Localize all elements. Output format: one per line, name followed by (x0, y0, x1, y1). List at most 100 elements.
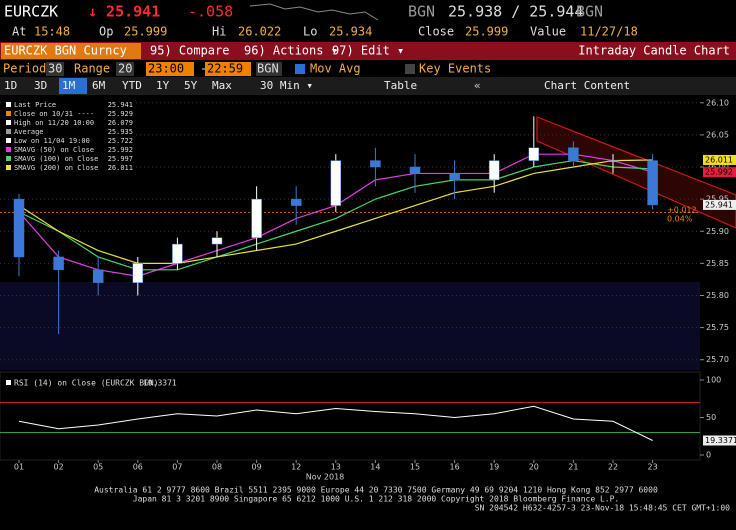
legend-value: 25.935 (108, 128, 133, 136)
x-tick-label: 21 (568, 463, 578, 472)
mov-avg[interactable]: Mov Avg (310, 62, 361, 76)
candle-body (488, 160, 500, 181)
legend-swatch (6, 147, 11, 152)
range-button[interactable]: 5Y (184, 79, 198, 92)
value-date: 11/27/18 (580, 25, 638, 39)
y-tick-label: 25.80 (706, 291, 729, 300)
range-button[interactable]: 3D (34, 79, 47, 92)
moving-average-line (18, 159, 653, 264)
legend-value: 26.079 (108, 119, 133, 127)
x-tick-label: 20 (529, 463, 539, 472)
candle-body (251, 198, 262, 238)
checkbox-checked[interactable] (295, 64, 305, 74)
range-buttons: 1D 3D 1M 6M YTD 1Y 5Y Max 30 Min ▾ (4, 78, 313, 94)
x-tick-label: 15 (410, 463, 420, 472)
close: 25.999 (465, 25, 508, 39)
range-label: Range (74, 62, 110, 76)
value-tag (703, 167, 736, 178)
x-tick-label: 13 (331, 463, 341, 472)
footer-line: Australia 61 2 9777 8600 Brazil 5511 239… (94, 486, 658, 495)
period-label: Period (3, 62, 46, 76)
x-tick-label: 05 (93, 463, 103, 472)
range-button[interactable]: 6M (92, 79, 106, 92)
y-tick-label: 50 (706, 413, 716, 422)
candle-body (409, 166, 421, 174)
y-tick-label: 26.00 (706, 163, 729, 172)
period[interactable]: 30 (48, 62, 62, 76)
legend-label: SMAVG (200) on Close (14, 164, 98, 172)
legend-swatch (6, 129, 11, 134)
range-box[interactable] (116, 62, 134, 76)
legend-swatch (6, 138, 11, 143)
legend-label: High on 11/20 10:00 (14, 119, 94, 127)
x-tick-label: 07 (172, 463, 182, 472)
start-box[interactable] (146, 62, 194, 76)
currency-box[interactable] (256, 62, 282, 76)
x-tick-label: 06 (133, 463, 143, 472)
range-button[interactable]: 1Y (156, 79, 170, 92)
candle-body (607, 160, 619, 162)
legend-label: Last Price (14, 101, 56, 109)
footer-line: SN 204542 H632-4257-3 23-Nov-18 15:48:45… (475, 504, 730, 513)
legend-swatch (6, 380, 11, 385)
y-tick-label: 25.95 (706, 195, 729, 204)
security-box[interactable] (1, 43, 141, 59)
rsi-line (18, 405, 653, 441)
footer-line: Japan 81 3 3201 8900 Singapore 65 6212 1… (133, 495, 619, 504)
range-bar (0, 77, 736, 95)
at-time: 15:48 (34, 25, 70, 39)
candle-body (172, 243, 183, 264)
legend-swatch (6, 165, 11, 170)
bid-ask: 25.938 / 25.944 (448, 3, 583, 21)
moving-average-line (18, 159, 653, 271)
legend-value: 25.929 (108, 110, 133, 118)
range-selected[interactable] (59, 78, 87, 94)
annotation: +0.012 (667, 205, 697, 214)
table-button[interactable]: Table (384, 79, 417, 92)
candle-body (647, 160, 658, 206)
candle-body (528, 147, 540, 161)
range[interactable]: 20 (118, 62, 132, 76)
candle-body (370, 160, 381, 168)
legend-label: Close on 10/31 ---- (14, 110, 94, 118)
currency[interactable]: BGN (257, 62, 279, 76)
x-tick-label: 16 (450, 463, 460, 472)
checkbox[interactable] (405, 64, 415, 74)
candle-body (211, 237, 223, 245)
key-events[interactable]: Key Events (419, 62, 491, 76)
security[interactable]: EURCZK BGN Curncy (4, 44, 127, 58)
legend-box (3, 377, 179, 388)
y-tick-label: 26.10 (706, 98, 729, 107)
sparkline (249, 3, 379, 21)
range-button[interactable]: Max (212, 79, 232, 92)
candle-body (92, 269, 104, 283)
candle-body (53, 256, 64, 271)
range-button[interactable]: YTD (122, 79, 142, 92)
start-time[interactable]: 23:00 (148, 62, 184, 76)
annotation: 0.04% (667, 214, 693, 223)
toolbar-button[interactable]: 96) Actions ▾ (244, 44, 338, 58)
toolbar-button[interactable]: 97) Edit ▾ (332, 44, 404, 58)
legend-value: 25.722 (108, 137, 133, 145)
x-tick-label: 19 (489, 463, 499, 472)
legend-value: 26.011 (108, 164, 133, 172)
end-box[interactable] (205, 62, 251, 76)
period-box[interactable] (46, 62, 64, 76)
open: 25.999 (124, 25, 167, 39)
chart-content-button[interactable]: Chart Content (544, 79, 630, 92)
range-button[interactable]: 1D (4, 79, 17, 92)
y-tick-label: 100 (706, 376, 721, 385)
legend-value: 19.3371 (143, 379, 177, 388)
legend-box (3, 99, 135, 175)
collapse-icon[interactable]: « (474, 79, 481, 92)
range-button[interactable]: 30 Min ▾ (260, 79, 313, 92)
high-label: Hi (212, 25, 226, 39)
open-label: Op (99, 25, 113, 39)
low: 25.934 (329, 25, 372, 39)
change: -.058 (188, 3, 233, 21)
end-time[interactable]: 22:59 (207, 62, 243, 76)
y-tick-label: 25.70 (706, 355, 729, 364)
toolbar-button[interactable]: 95) Compare (150, 44, 229, 58)
separator: - (200, 62, 207, 76)
range-button[interactable]: 1M (62, 79, 76, 92)
